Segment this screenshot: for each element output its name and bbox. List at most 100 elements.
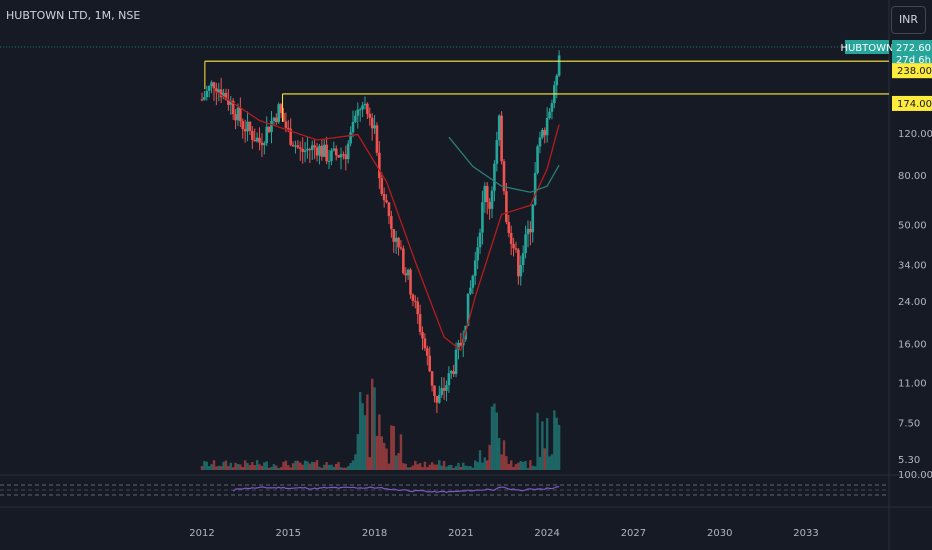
candle-body bbox=[263, 143, 266, 146]
candle-body bbox=[373, 125, 376, 129]
volume-bar bbox=[404, 463, 407, 470]
candle-body bbox=[253, 139, 257, 142]
chart-title: HUBTOWN LTD, 1M, NSE bbox=[6, 9, 141, 22]
volume-bar bbox=[224, 460, 228, 470]
candle-body bbox=[550, 103, 554, 112]
candle-body bbox=[229, 100, 233, 105]
volume-bar bbox=[385, 448, 388, 470]
volume-bar bbox=[402, 463, 405, 470]
candle-body bbox=[531, 204, 535, 233]
last-price-label: 272.60 bbox=[896, 43, 931, 54]
candle-body bbox=[248, 121, 252, 131]
volume-bar bbox=[332, 466, 336, 470]
candle-body bbox=[368, 113, 372, 118]
candle-body bbox=[284, 121, 288, 128]
candle-body bbox=[409, 269, 412, 295]
volume-bar bbox=[368, 457, 371, 470]
candle-body bbox=[505, 191, 508, 223]
volume-bar bbox=[337, 462, 340, 470]
volume-bar bbox=[320, 467, 324, 470]
volume-bar bbox=[207, 466, 211, 470]
volume-bar bbox=[222, 461, 225, 470]
candle-body bbox=[224, 92, 228, 100]
candle-body bbox=[414, 300, 417, 302]
volume-bar bbox=[447, 465, 451, 470]
x-tick-label: 2027 bbox=[621, 528, 646, 539]
x-tick-label: 2012 bbox=[189, 528, 214, 539]
candle-body bbox=[222, 92, 225, 98]
y-tick-label: 80.00 bbox=[898, 171, 927, 182]
volume-bar bbox=[282, 461, 285, 470]
candle-body bbox=[351, 121, 355, 133]
volume-bar bbox=[433, 464, 436, 470]
volume-bar bbox=[533, 466, 537, 470]
candle-body bbox=[270, 120, 273, 133]
volume-bar bbox=[512, 466, 515, 470]
candle-body bbox=[454, 349, 458, 375]
candle-body bbox=[207, 86, 211, 91]
volume-bar bbox=[356, 434, 359, 470]
volume-bar bbox=[390, 425, 393, 470]
volume-bar bbox=[507, 463, 510, 470]
candle-body bbox=[545, 117, 549, 136]
candle-body bbox=[239, 107, 242, 122]
candle-body bbox=[445, 385, 448, 391]
horizontal-levels bbox=[204, 60, 889, 122]
volume-bar bbox=[267, 467, 271, 470]
candle-body bbox=[416, 301, 420, 315]
volume-bar bbox=[378, 414, 381, 470]
candle-body bbox=[437, 394, 441, 403]
x-tick-label: 2024 bbox=[534, 528, 559, 539]
volume-bar bbox=[315, 460, 319, 470]
candle-body bbox=[215, 88, 218, 93]
candle-body bbox=[536, 146, 539, 173]
volume-bar bbox=[450, 464, 453, 470]
volume-bar bbox=[476, 462, 479, 470]
volume-bar bbox=[260, 465, 264, 470]
volume-bar bbox=[258, 464, 261, 470]
candle-body bbox=[334, 148, 338, 156]
y-tick-label: 5.30 bbox=[898, 455, 920, 466]
candle-body bbox=[507, 222, 511, 233]
candle-body bbox=[318, 145, 321, 156]
volume-bar bbox=[210, 464, 213, 470]
candle-body bbox=[478, 232, 482, 248]
volume-bar bbox=[548, 456, 551, 470]
volume-bar bbox=[464, 465, 467, 470]
volume-bar bbox=[289, 467, 292, 470]
volume-bar bbox=[212, 460, 216, 470]
volume-bar bbox=[325, 462, 328, 470]
volume-bar bbox=[203, 460, 206, 470]
countdown-label: 27d 6h bbox=[896, 55, 931, 66]
currency-button[interactable]: INR bbox=[891, 6, 926, 34]
volume-bar bbox=[272, 464, 276, 470]
candle-body bbox=[449, 371, 453, 374]
candle-body bbox=[289, 128, 292, 145]
volume-bar bbox=[243, 460, 247, 470]
candle-body bbox=[440, 388, 443, 395]
candle-body bbox=[481, 202, 484, 233]
ma-slow-line bbox=[448, 136, 560, 193]
volume-bar bbox=[229, 462, 232, 470]
candle-body bbox=[411, 294, 415, 301]
volume-bar bbox=[284, 460, 288, 470]
rsi-panel bbox=[0, 484, 889, 496]
candle-body bbox=[308, 148, 312, 151]
volume-bar bbox=[370, 378, 374, 470]
candle-body bbox=[246, 121, 249, 132]
x-tick-label: 2021 bbox=[448, 528, 473, 539]
y-tick-label: 16.00 bbox=[898, 339, 927, 350]
candle-body bbox=[447, 373, 451, 386]
volume-bar bbox=[457, 462, 460, 470]
candle-body bbox=[303, 150, 307, 152]
volume-bar bbox=[294, 460, 297, 470]
volume-bar bbox=[488, 444, 491, 470]
candle-body bbox=[529, 228, 532, 233]
volume-bar bbox=[313, 462, 316, 470]
volume-bar bbox=[382, 442, 386, 470]
volume-bar bbox=[301, 464, 304, 470]
candle-body bbox=[399, 247, 403, 249]
volume-bar bbox=[231, 467, 235, 470]
